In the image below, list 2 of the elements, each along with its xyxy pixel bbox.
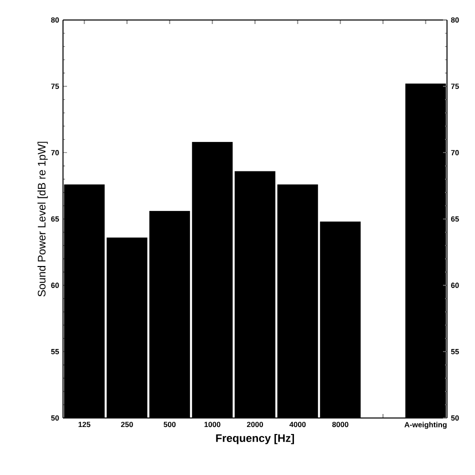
- y-axis-title: Sound Power Level [dB re 1pW]: [38, 142, 48, 296]
- x-axis-title: Frequency [Hz]: [216, 434, 294, 444]
